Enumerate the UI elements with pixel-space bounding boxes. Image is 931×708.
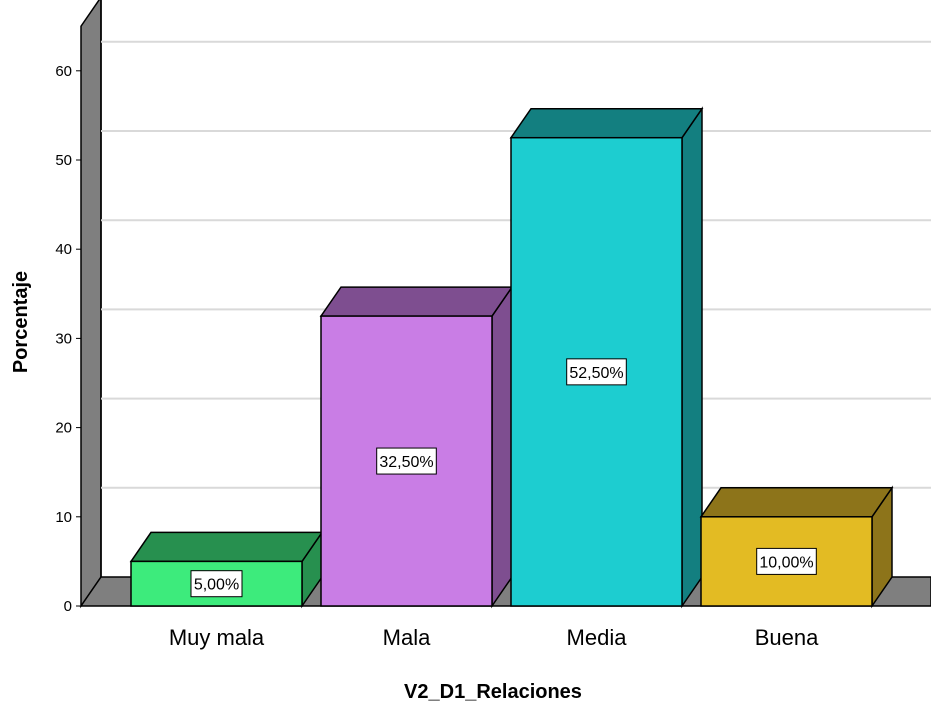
bar-front	[130, 560, 303, 607]
x-tick-label: Buena	[755, 625, 819, 650]
data-label: 5,00%	[194, 577, 239, 594]
y-tick-label: 60	[55, 63, 72, 80]
y-axis-title: Porcentaje	[10, 271, 32, 373]
data-label-box	[376, 447, 437, 475]
x-axis-labels: Muy mala Mala Media Buena	[169, 625, 819, 650]
bar-buena: 10,00%	[699, 485, 894, 609]
bar-side	[491, 284, 513, 609]
bar-media: 52,50%	[509, 106, 704, 609]
data-label: 10,00%	[759, 554, 813, 571]
data-label-box	[190, 570, 243, 598]
bar-mala: 32,50%	[319, 284, 514, 609]
bar-side	[681, 106, 703, 609]
y-tick-label: 50	[55, 152, 72, 169]
y-axis-ticks: 0 10 20 30 40 50 60	[55, 63, 81, 615]
y-tick-label: 20	[55, 420, 72, 437]
y-tick-label: 40	[55, 241, 72, 258]
x-tick-label: Media	[567, 625, 628, 650]
data-label: 32,50%	[379, 454, 433, 471]
bar-top	[699, 487, 894, 518]
data-label-box	[566, 358, 627, 386]
y-tick-label: 30	[55, 330, 72, 347]
x-axis-title: V2_D1_Relaciones	[404, 681, 582, 703]
bar-top	[509, 107, 704, 139]
bar-top	[129, 531, 324, 563]
x-tick-label: Muy mala	[169, 625, 265, 650]
bars: 5,00% 32,50% 52,50% 10,00%	[129, 106, 894, 609]
x-tick-label: Mala	[383, 625, 431, 650]
data-label-box	[756, 547, 817, 575]
y-tick-label: 10	[55, 509, 72, 526]
y-tick-label: 0	[64, 598, 72, 615]
bar-top	[319, 286, 514, 317]
bar-muy-mala: 5,00%	[129, 529, 324, 609]
data-label: 52,50%	[569, 365, 623, 382]
left-wall	[80, 0, 102, 609]
